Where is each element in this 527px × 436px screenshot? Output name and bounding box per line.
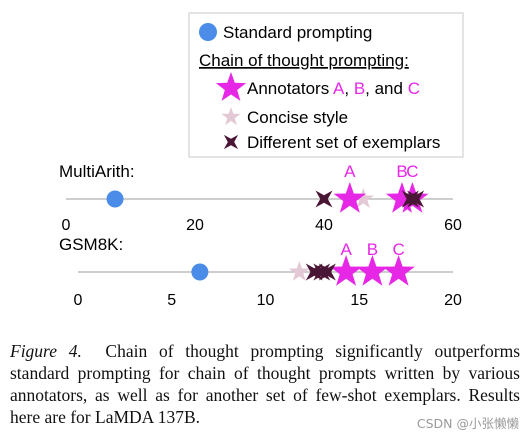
legend-standard-marker <box>199 23 217 41</box>
legend-concise-label: Concise style <box>247 108 348 127</box>
panel-1: MultiArith: 0 20 40 60 A BC <box>59 162 462 234</box>
standard-point <box>106 190 124 208</box>
tick-label: 15 <box>350 292 368 309</box>
legend-annotators-marker <box>215 72 247 101</box>
tick-label: 60 <box>444 217 462 234</box>
annotator-label: B <box>367 240 378 259</box>
concise-point <box>288 261 310 281</box>
legend-concise-star-icon <box>221 107 241 126</box>
chart-figure: Standard prompting Chain of thought prom… <box>59 12 464 309</box>
legend-annotator-a: A <box>333 79 345 98</box>
legend: Standard prompting Chain of thought prom… <box>188 12 464 158</box>
caption-text: Chain of thought prompting significantly… <box>10 341 520 427</box>
annotator-point-a <box>333 182 366 213</box>
legend-annotators-sep2: , and <box>365 79 408 98</box>
tick-label: 20 <box>444 292 462 309</box>
caption-prefix: Figure 4. <box>10 341 82 361</box>
legend-annotator-c: C <box>408 79 420 98</box>
legend-different-marker <box>223 134 239 150</box>
annotator-label: A <box>344 162 356 181</box>
tick-label: 0 <box>62 217 71 234</box>
annotator-point-c <box>382 255 415 286</box>
legend-annotators-sep1: , <box>344 79 353 98</box>
tick-label: 10 <box>257 292 275 309</box>
annotator-label: C <box>392 240 404 259</box>
concise-point <box>352 188 374 208</box>
annotator-label: C <box>406 162 418 181</box>
legend-annotators-label: Annotators A, B, and C <box>247 79 420 98</box>
different-exemplars-point <box>407 190 425 208</box>
tick-label: 20 <box>186 217 204 234</box>
legend-annotators-prefix: Annotators <box>247 79 333 98</box>
annotator-point-a <box>330 255 363 286</box>
panel-label: MultiArith: <box>59 162 135 181</box>
annotator-label: B <box>396 162 407 181</box>
different-exemplars-point <box>318 263 336 281</box>
legend-cot-heading: Chain of thought prompting: <box>199 51 409 70</box>
panel-2: GSM8K: 0 5 10 15 20 A B C <box>59 235 462 309</box>
tick-label: 5 <box>167 292 176 309</box>
different-exemplars-point <box>315 190 333 208</box>
legend-different-x-icon <box>223 134 239 150</box>
annotator-point-b <box>356 255 389 286</box>
legend-annotator-b: B <box>354 79 365 98</box>
legend-different-label: Different set of exemplars <box>247 133 440 152</box>
panel-label: GSM8K: <box>59 235 123 254</box>
legend-standard-label: Standard prompting <box>223 23 372 42</box>
tick-label: 0 <box>74 292 83 309</box>
tick-label: 40 <box>315 217 333 234</box>
figure-caption: Figure 4. Chain of thought prompting sig… <box>10 340 520 428</box>
standard-point <box>191 263 209 281</box>
legend-concise-marker <box>221 107 241 126</box>
watermark: CSDN @小张懒懒 <box>416 416 519 431</box>
legend-annotators-star-icon <box>215 72 247 101</box>
annotator-label: A <box>340 240 352 259</box>
